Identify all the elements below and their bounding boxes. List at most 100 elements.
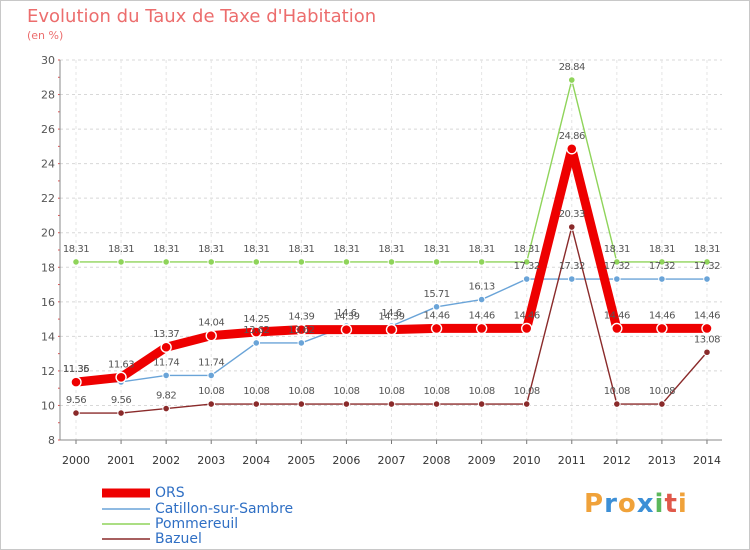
data-point <box>703 275 711 283</box>
data-label: 11.63 <box>108 359 134 370</box>
data-label: 28.84 <box>559 62 585 73</box>
x-tick-label: 2012 <box>603 454 631 467</box>
data-point <box>205 329 217 342</box>
proxiti-logo[interactable]: Proxiti <box>584 489 688 519</box>
data-point <box>703 258 711 266</box>
data-label: 18.31 <box>604 244 630 255</box>
data-point <box>207 371 216 380</box>
data-label: 14.6 <box>336 308 356 319</box>
x-tick-label: 2009 <box>468 454 496 467</box>
data-point <box>252 258 261 266</box>
data-point <box>387 400 396 408</box>
chart-subtitle: (en %) <box>27 29 64 42</box>
y-tick-label: 22 <box>41 192 55 205</box>
data-point <box>72 258 80 266</box>
data-point <box>72 409 80 417</box>
data-point <box>385 323 398 336</box>
data-label: 10.08 <box>378 386 404 397</box>
data-point <box>297 258 306 266</box>
data-label: 18.31 <box>288 244 314 255</box>
x-tick-label: 2000 <box>62 454 90 467</box>
logo-letter: x <box>636 489 655 519</box>
data-point <box>207 400 216 408</box>
logo-letter: r <box>604 489 618 519</box>
legend-swatch <box>102 523 150 525</box>
data-point <box>522 400 531 408</box>
data-label: 18.31 <box>153 244 179 255</box>
data-point <box>342 258 351 266</box>
x-tick-label: 2013 <box>648 454 676 467</box>
data-label: 9.56 <box>111 395 131 406</box>
data-label: 18.31 <box>514 244 540 255</box>
data-label: 14.46 <box>694 310 720 321</box>
data-label: 10.08 <box>333 386 359 397</box>
data-label: 14.6 <box>381 308 401 319</box>
data-point <box>387 258 396 266</box>
data-point <box>432 258 441 266</box>
data-label: 11.74 <box>153 357 179 368</box>
data-label: 18.31 <box>649 244 675 255</box>
data-label: 10.08 <box>649 386 675 397</box>
data-label: 14.25 <box>243 314 269 325</box>
data-label: 13.08 <box>694 334 720 345</box>
data-label: 14.46 <box>649 310 675 321</box>
data-point <box>522 275 531 283</box>
data-point <box>252 400 261 408</box>
legend-label: Bazuel <box>155 531 202 547</box>
legend-swatch <box>102 508 150 510</box>
data-label: 10.08 <box>288 386 314 397</box>
data-point <box>342 400 351 408</box>
logo-letter: i <box>654 489 665 519</box>
x-tick-label: 2007 <box>377 454 405 467</box>
data-point <box>432 303 441 311</box>
logo-letter: t <box>664 489 678 519</box>
data-label: 9.82 <box>156 391 176 402</box>
x-tick-label: 2011 <box>558 454 586 467</box>
data-point <box>250 326 262 338</box>
data-point <box>567 275 576 283</box>
y-tick-label: 16 <box>41 296 55 309</box>
logo-letter: P <box>584 489 605 519</box>
legend-swatch <box>102 488 150 498</box>
data-point <box>656 322 668 335</box>
data-label: 14.39 <box>288 312 314 323</box>
data-label: 18.31 <box>469 244 495 255</box>
data-label: 14.46 <box>469 310 495 321</box>
data-label: 10.08 <box>243 386 269 397</box>
data-point <box>567 223 576 231</box>
y-tick-label: 12 <box>41 365 55 378</box>
data-point <box>162 371 170 380</box>
data-point <box>658 275 666 283</box>
y-tick-label: 14 <box>41 330 55 343</box>
data-label: 18.31 <box>423 244 449 255</box>
data-label: 10.08 <box>423 386 449 397</box>
y-tick-label: 18 <box>41 261 55 274</box>
y-tick-label: 8 <box>48 434 55 447</box>
data-label: 13.37 <box>153 329 179 340</box>
data-point <box>117 258 125 266</box>
data-label: 18.31 <box>378 244 404 255</box>
data-label: 14.39 <box>378 312 404 323</box>
data-point <box>295 323 308 336</box>
data-label: 16.13 <box>469 282 495 293</box>
data-label: 10.08 <box>198 386 224 397</box>
x-tick-label: 2005 <box>287 454 315 467</box>
legend-label: ORS <box>155 485 185 501</box>
data-label: 18.31 <box>694 244 720 255</box>
x-tick-label: 2010 <box>513 454 541 467</box>
data-point <box>475 322 488 335</box>
data-point <box>70 376 82 388</box>
y-tick-label: 20 <box>41 227 55 240</box>
x-tick-label: 2004 <box>242 454 270 467</box>
x-tick-label: 2014 <box>693 454 721 467</box>
x-tick-label: 2006 <box>332 454 360 467</box>
legend-swatch <box>102 538 150 540</box>
chart-title: Evolution du Taux de Taxe d'Habitation <box>27 6 377 27</box>
data-point <box>521 322 533 335</box>
data-point <box>613 275 621 283</box>
data-label: 20.33 <box>559 209 585 220</box>
data-label: 17.32 <box>604 261 630 272</box>
data-label: 10.08 <box>514 386 540 397</box>
data-label: 13.62 <box>288 325 314 336</box>
